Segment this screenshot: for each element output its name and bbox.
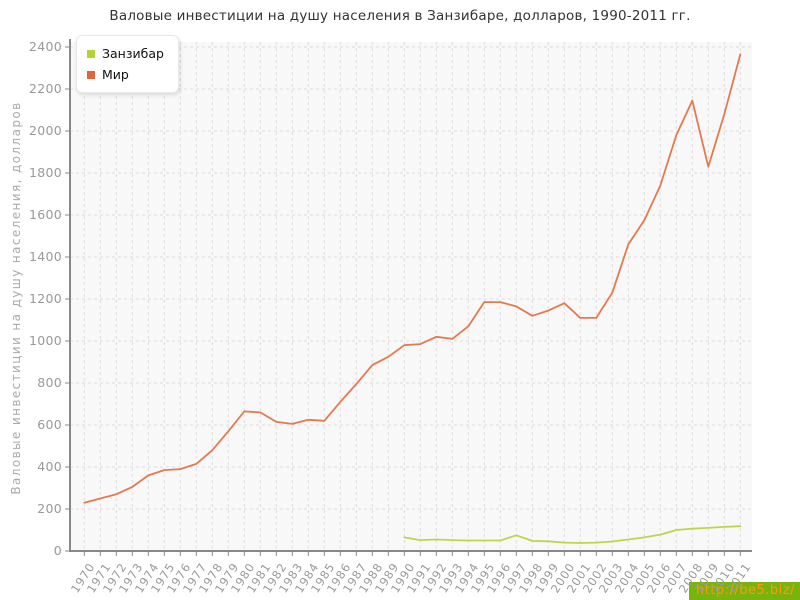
y-tick-label: 1600: [28, 207, 62, 222]
y-tick-label: 800: [37, 375, 62, 390]
legend: Занзибар Мир: [76, 35, 179, 93]
y-tick-label: 1400: [28, 249, 62, 264]
legend-label-zanzibar: Занзибар: [102, 46, 164, 61]
y-tick-label: 600: [37, 417, 62, 432]
y-tick-label: 0: [53, 543, 62, 558]
y-tick-label: 200: [37, 501, 62, 516]
y-tick-label: 1000: [28, 333, 62, 348]
legend-label-mir: Мир: [102, 67, 129, 82]
legend-swatch-mir: [87, 70, 95, 79]
plot-area: [70, 42, 752, 551]
legend-item-mir: Мир: [87, 64, 164, 85]
y-tick-label: 1200: [28, 291, 62, 306]
legend-swatch-zanzibar: [87, 49, 95, 58]
watermark-link[interactable]: http://be5.biz/: [688, 582, 800, 600]
y-tick-label: 1800: [28, 165, 62, 180]
series-line-mir: [83, 53, 742, 504]
y-tick-label: 2200: [28, 81, 62, 96]
chart-title: Валовые инвестиции на душу населения в З…: [109, 8, 691, 24]
legend-item-zanzibar: Занзибар: [87, 43, 164, 64]
y-tick-label: 2400: [28, 39, 62, 54]
y-tick-label: 2000: [28, 123, 62, 138]
y-tick-label: 400: [37, 459, 62, 474]
series-line-zanzibar: [403, 525, 742, 544]
gridlines: [70, 42, 752, 551]
